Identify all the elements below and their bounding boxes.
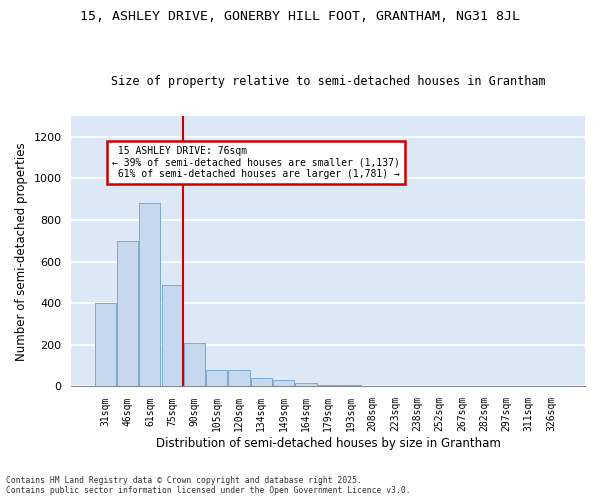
Bar bbox=[161, 284, 183, 386]
Text: 15, ASHLEY DRIVE, GONERBY HILL FOOT, GRANTHAM, NG31 8JL: 15, ASHLEY DRIVE, GONERBY HILL FOOT, GRA… bbox=[80, 10, 520, 23]
Bar bbox=[317, 385, 339, 386]
Bar bbox=[117, 241, 138, 386]
Bar bbox=[184, 343, 205, 386]
Text: Contains HM Land Registry data © Crown copyright and database right 2025.
Contai: Contains HM Land Registry data © Crown c… bbox=[6, 476, 410, 495]
Y-axis label: Number of semi-detached properties: Number of semi-detached properties bbox=[15, 142, 28, 360]
Bar bbox=[139, 204, 160, 386]
Bar bbox=[251, 378, 272, 386]
Bar bbox=[229, 370, 250, 386]
Title: Size of property relative to semi-detached houses in Grantham: Size of property relative to semi-detach… bbox=[111, 76, 545, 88]
Bar bbox=[206, 370, 227, 386]
Text: 15 ASHLEY DRIVE: 76sqm
← 39% of semi-detached houses are smaller (1,137)
 61% of: 15 ASHLEY DRIVE: 76sqm ← 39% of semi-det… bbox=[112, 146, 400, 180]
Bar bbox=[95, 304, 116, 386]
Bar bbox=[273, 380, 294, 386]
X-axis label: Distribution of semi-detached houses by size in Grantham: Distribution of semi-detached houses by … bbox=[156, 437, 500, 450]
Bar bbox=[295, 384, 317, 386]
